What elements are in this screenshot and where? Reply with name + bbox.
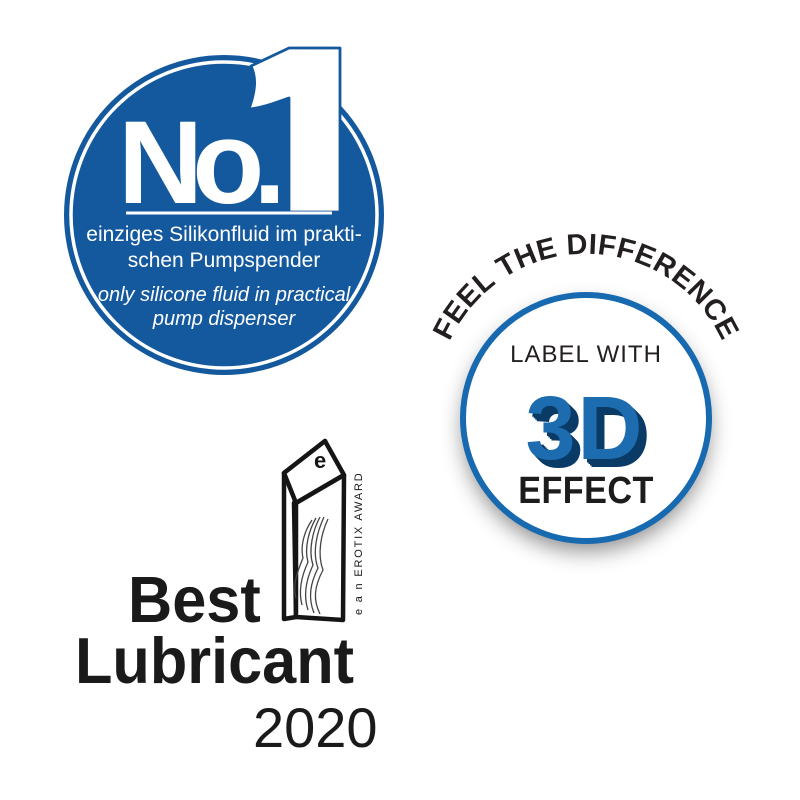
svg-text:e a n EROTIX AWARD: e a n EROTIX AWARD: [353, 472, 365, 615]
svg-text:2020: 2020: [253, 696, 378, 759]
svg-text:e: e: [314, 448, 326, 473]
svg-text:Lubricant: Lubricant: [75, 626, 354, 698]
